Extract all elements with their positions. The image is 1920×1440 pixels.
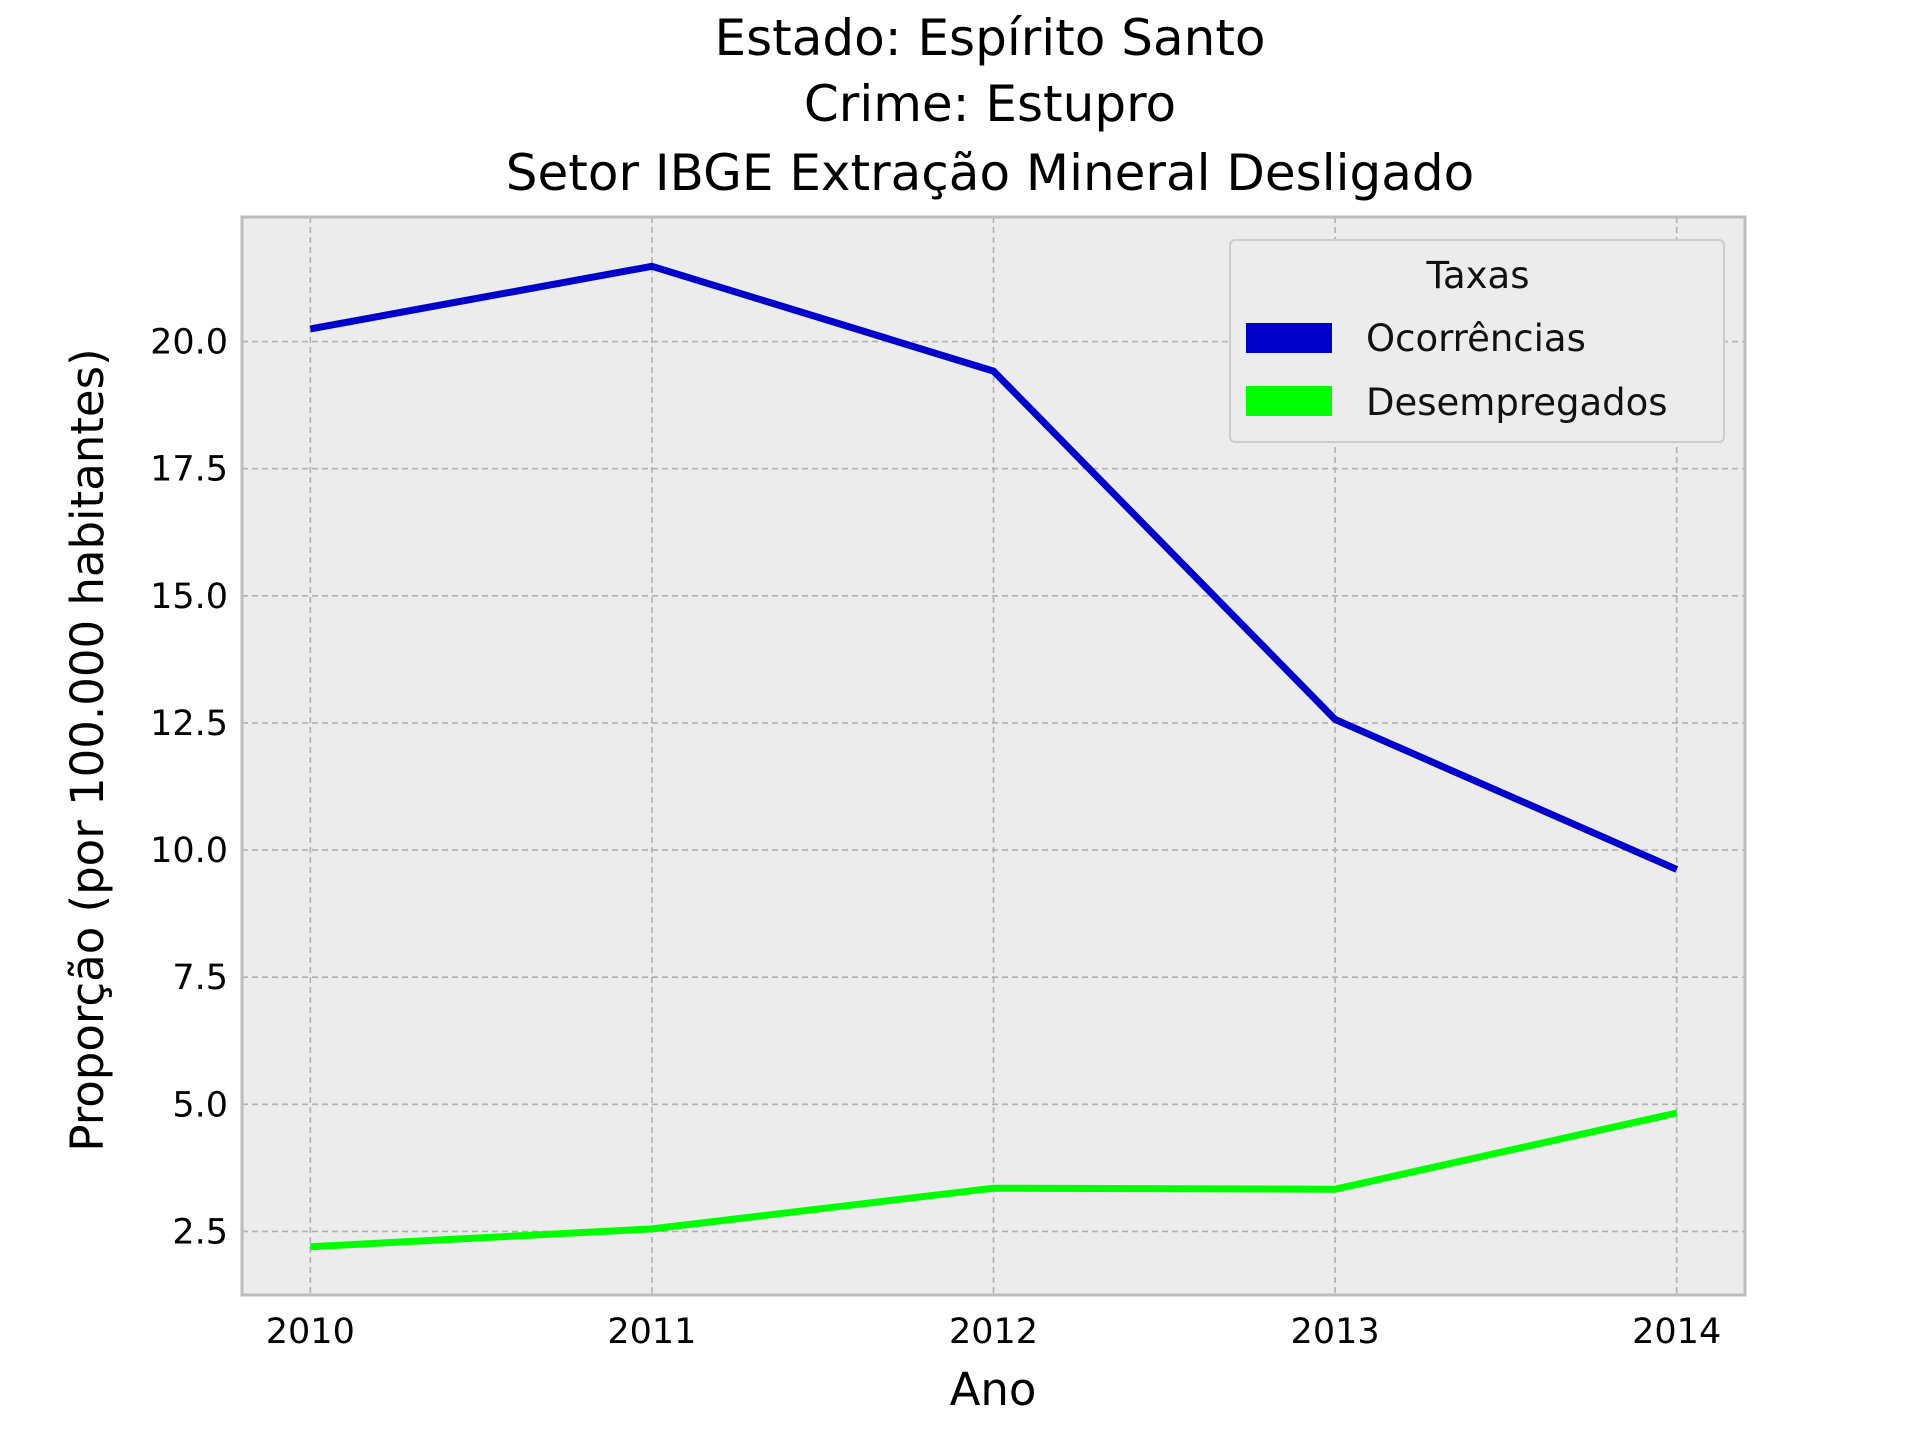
- gridlines: [242, 217, 1745, 1295]
- title-line-2: Crime: Estupro: [804, 75, 1176, 133]
- y-tick-label: 20.0: [150, 323, 228, 363]
- x-tick-label: 2013: [1291, 1312, 1380, 1352]
- legend-swatch-desempregados: [1246, 386, 1332, 416]
- y-tick-label: 2.5: [172, 1212, 228, 1252]
- title-line-1: Estado: Espírito Santo: [714, 9, 1265, 67]
- legend-label-desempregados: Desempregados: [1366, 381, 1668, 424]
- y-axis-ticks: 2.5 5.0 7.5 10.0 12.5 15.0 17.5 20.0: [150, 323, 228, 1253]
- y-tick-label: 10.0: [150, 831, 228, 871]
- x-axis-ticks: 2010 2011 2012 2013 2014: [266, 1312, 1721, 1352]
- title-line-3: Setor IBGE Extração Mineral Desligado: [506, 144, 1474, 202]
- series-group: [309, 262, 1679, 1251]
- x-tick-label: 2012: [949, 1312, 1038, 1352]
- legend-box: [1229, 239, 1725, 443]
- y-tick-label: 15.0: [150, 577, 228, 617]
- legend: Taxas Ocorrências Desempregados: [1229, 239, 1725, 443]
- legend-swatch-ocorrencias: [1246, 323, 1332, 353]
- x-axis-label: Ano: [950, 1363, 1037, 1416]
- y-tick-label: 5.0: [172, 1085, 228, 1125]
- y-tick-label: 17.5: [150, 450, 228, 490]
- chart-title: Estado: Espírito Santo Crime: Estupro Se…: [506, 9, 1474, 202]
- y-tick-label: 12.5: [150, 704, 228, 744]
- plot-frame: [240, 215, 1747, 1297]
- x-tick-label: 2010: [266, 1312, 355, 1352]
- x-tick-label: 2014: [1632, 1312, 1721, 1352]
- y-tick-label: 7.5: [172, 958, 228, 998]
- legend-title: Taxas: [1426, 254, 1530, 297]
- x-tick-label: 2011: [607, 1312, 696, 1352]
- y-axis-label: Proporção (por 100.000 habitantes): [61, 348, 114, 1151]
- legend-label-ocorrencias: Ocorrências: [1366, 317, 1586, 360]
